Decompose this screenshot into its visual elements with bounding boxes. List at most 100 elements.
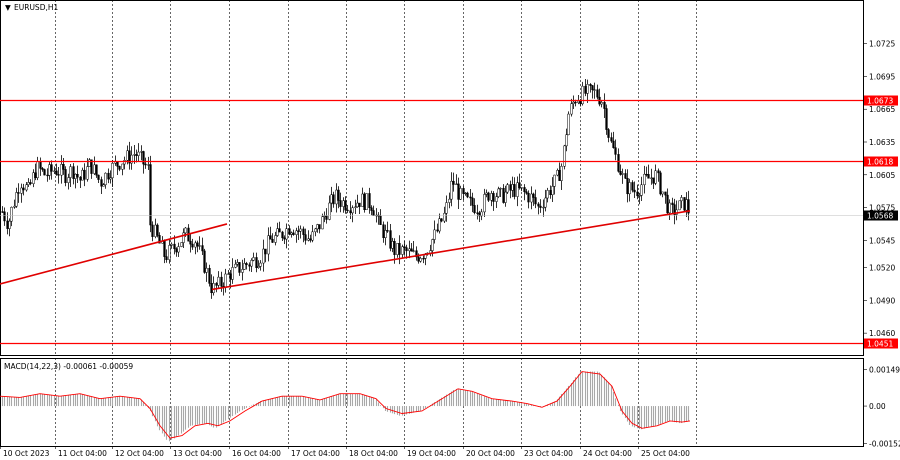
time-axis: 10 Oct 2023 11 Oct 04:00 12 Oct 04:00 13 Oc… [0,446,690,458]
candle-body [570,103,573,115]
candle-body [525,191,528,194]
candle-body [194,242,197,248]
candle-body [483,194,486,213]
candle-body [142,151,145,165]
candle-body [490,193,493,201]
candle-body [419,258,422,262]
candle-body [238,262,241,273]
candle-body [212,283,215,294]
candle-body [215,283,218,286]
candle-body [156,224,159,236]
candle-body [271,238,274,243]
candle-body [151,224,154,237]
candle-body [243,263,246,270]
candle-body [401,246,404,255]
candle-body [252,257,255,261]
level-label-bg [864,156,898,167]
candle-body [673,204,676,215]
candle-body [182,232,185,243]
candle-body [6,220,9,229]
candle-body [680,197,683,202]
candle-body [596,89,599,98]
candle-body [513,184,516,197]
candle-body [184,227,187,234]
candle-body [283,237,286,240]
candle-body [509,184,512,191]
candle-body [631,182,634,191]
candle-body [520,187,523,189]
candle-body [643,173,646,186]
candle-body [685,199,688,211]
price-candles [1,79,690,299]
candle-body [69,166,72,178]
candle-body [492,193,495,202]
candle-body [36,161,39,179]
candle-body [147,164,150,166]
candle-body [358,202,361,207]
price-tick-label: 1.0545 [869,236,895,245]
price-axis: 1.0673 1.0618 1.0451 1.0568 1.0725 1.0695 1.06… [863,40,900,449]
candle-body [297,230,300,232]
candle-body [396,243,399,255]
candle-body [363,193,366,210]
candle-body [455,183,458,185]
candle-body [624,173,627,179]
candle-body [530,193,533,203]
candle-body [654,170,657,184]
level-label-bg [864,338,898,349]
candle-body [245,263,248,266]
candle-body [332,194,335,205]
candle-body [307,238,310,241]
symbol-menu-icon[interactable]: ▼ [5,3,11,12]
current-price-label: 1.0568 [867,212,893,221]
candle-body [534,197,537,205]
candle-body [170,243,173,246]
candle-body [290,232,293,235]
candle-body [497,188,500,197]
candle-body [410,248,413,252]
candle-body [574,101,577,104]
time-tick-label: 13 Oct 04:00 [173,449,222,458]
candle-body [532,193,535,198]
candle-body [50,164,53,172]
candle-body [549,190,552,196]
candle-body [53,170,56,172]
candle-body [440,218,443,222]
candle-body [17,192,20,194]
candle-body [487,192,490,201]
candle-body [417,256,420,262]
candle-body [473,205,476,214]
candle-body [619,171,622,175]
candle-body [234,263,237,268]
time-tick-label: 25 Oct 04:00 [641,449,690,458]
trendlines [0,210,691,291]
chart-frame [0,0,864,447]
candle-body [165,256,168,260]
candle-body [116,161,119,167]
candle-body [137,151,140,156]
candle-body [269,235,272,240]
candle-body [191,243,194,248]
candle-body [408,248,411,252]
candle-body [76,173,79,178]
candle-body [130,154,133,164]
time-tick-label: 11 Oct 04:00 [58,449,107,458]
candle-body [22,187,25,191]
time-tick-label: 18 Oct 04:00 [349,449,398,458]
price-tick-label: 1.0575 [869,204,895,213]
candle-body [391,241,394,249]
candle-body [104,172,107,186]
candle-body [633,189,636,193]
candle-body [281,231,284,239]
candle-body [589,84,592,86]
candle-body [579,100,582,105]
candle-body [299,228,302,232]
candle-body [208,267,211,284]
candle-body [304,234,307,241]
candle-body [180,242,183,247]
candle-body [72,166,75,179]
chart-title: ▼ EURUSD,H1 [5,3,58,12]
candle-body [302,228,305,235]
candle-body [405,247,408,252]
candle-body [647,174,650,179]
